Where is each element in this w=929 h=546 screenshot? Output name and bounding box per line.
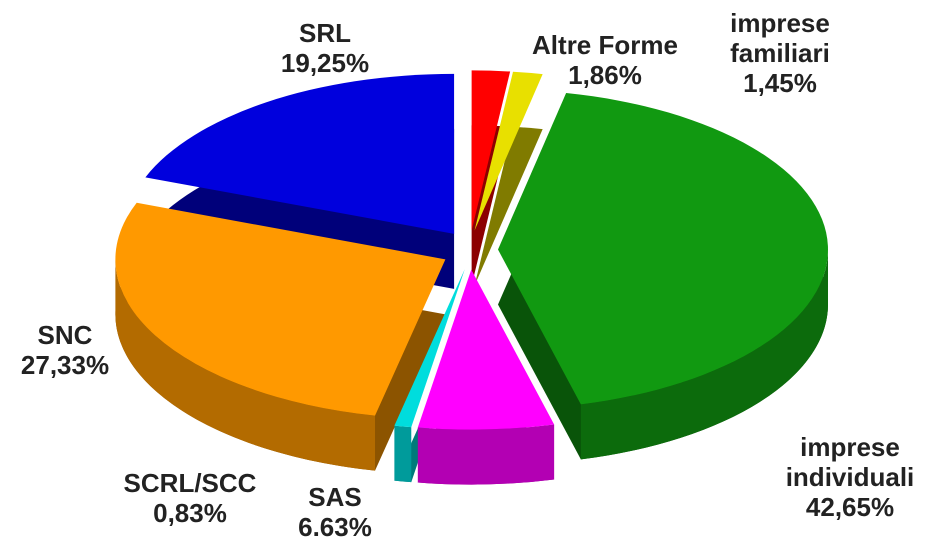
slice: [394, 269, 465, 428]
pie-walls: [115, 249, 828, 485]
slice-name: SNC: [37, 320, 93, 350]
slice-value: 42,65%: [805, 492, 895, 522]
slice: [497, 92, 828, 405]
slice-name: imprese individuali: [785, 432, 915, 492]
slice-label: Altre Forme 1,86%: [520, 30, 690, 90]
slice-value: 1,45%: [743, 68, 817, 98]
slice: [471, 70, 511, 231]
slice-wall: [580, 249, 828, 460]
slice-label: SNC 27,33%: [0, 320, 130, 380]
slice-value: 1,86%: [568, 60, 642, 90]
slice-side: [474, 126, 543, 286]
slice-name: SAS: [308, 482, 362, 512]
slice-label: SAS 6.63%: [270, 482, 400, 542]
slice-value: 0,83%: [153, 498, 227, 528]
slice-name: SCRL/SCC: [123, 468, 257, 498]
slice-name: Altre Forme: [532, 30, 678, 60]
slice-name: imprese familiari: [730, 8, 830, 68]
slice: [145, 73, 455, 234]
slice-label: imprese individuali 42,65%: [760, 432, 929, 522]
slice: [474, 71, 543, 231]
slice-value: 19,25%: [280, 48, 370, 78]
pie-tops: [115, 70, 828, 430]
slice: [115, 202, 446, 416]
slice-wall: [115, 259, 376, 471]
slice-name: SRL: [299, 18, 351, 48]
slice-wall: [417, 424, 555, 485]
slice-label: imprese familiari 1,45%: [710, 8, 850, 98]
slice-value: 27,33%: [20, 350, 110, 380]
slice-label: SRL 19,25%: [250, 18, 400, 78]
slice-label: SCRL/SCC 0,83%: [100, 468, 280, 528]
slice-wall: [394, 425, 412, 483]
slice: [417, 269, 555, 430]
slice-value: 6.63%: [298, 512, 372, 542]
